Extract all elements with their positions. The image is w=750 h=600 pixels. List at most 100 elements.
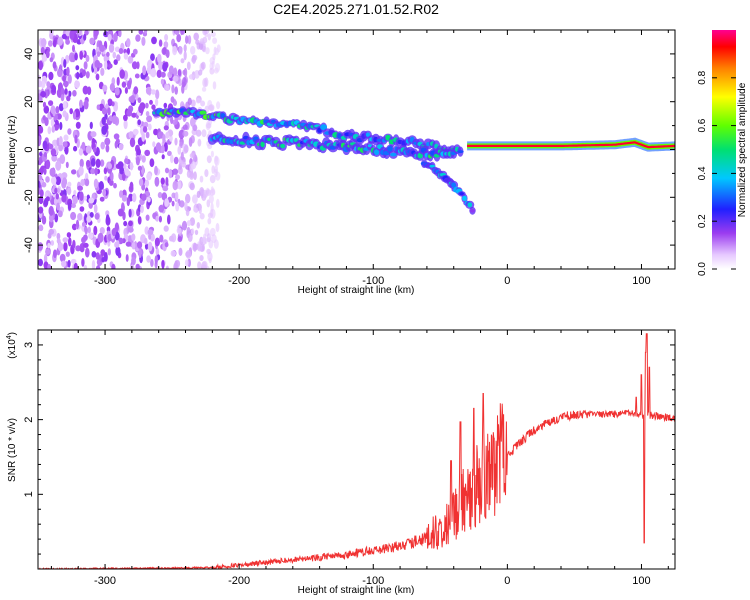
spectrogram-noise-cell — [128, 131, 134, 139]
spectrogram-noise-cell — [172, 119, 178, 125]
spectrogram-noise-cell — [41, 181, 47, 188]
spectrogram-noise-cell — [151, 36, 157, 45]
spectrogram-noise-cell — [201, 236, 207, 243]
spectrogram-noise-cell — [59, 121, 63, 131]
spectrogram-noise-cell — [85, 54, 90, 63]
spectrogram-noise-cell — [197, 261, 202, 269]
spectrogram-noise-cell — [124, 158, 129, 164]
spectrogram-noise-cell — [126, 47, 130, 55]
spectrogram-noise-cell — [76, 71, 80, 80]
spectrogram-noise-cell — [86, 215, 92, 223]
spectrogram-noise-cell — [134, 73, 140, 79]
spectrogram-noise-cell — [74, 80, 80, 89]
spectrogram-noise-cell — [147, 123, 152, 131]
spectrogram-noise-cell — [49, 57, 54, 63]
spectrogram-noise-cell — [115, 240, 120, 248]
spectrogram-noise-cell — [45, 176, 50, 183]
spectrogram-noise-cell — [95, 73, 100, 81]
spectrogram-noise-cell — [132, 128, 139, 135]
spectrogram-noise-cell — [96, 104, 101, 110]
spectrogram-noise-cell — [142, 65, 147, 76]
spectrogram-noise-cell — [72, 90, 77, 97]
spectrogram-noise-cell — [67, 202, 72, 211]
spectrogram-track-cell — [470, 209, 475, 213]
spectrogram-noise-cell — [57, 210, 63, 218]
spectrogram-noise-cell — [187, 97, 192, 106]
spectrogram-noise-cell — [115, 246, 121, 257]
spectrogram-track-cell — [467, 202, 473, 208]
spectrogram-noise-cell — [128, 208, 132, 218]
spectrogram-noise-cell — [198, 42, 204, 50]
spectrogram-noise-cell — [93, 225, 98, 236]
spectrogram-noise-cell — [158, 61, 164, 71]
spectrogram-noise-cell — [62, 237, 69, 243]
spectrogram-noise-cell — [41, 215, 47, 225]
spectrogram-noise-cell — [209, 67, 215, 75]
spectrogram-noise-cell — [84, 178, 90, 187]
spectrogram-noise-cell — [137, 97, 142, 103]
spectrogram-noise-cell — [140, 205, 144, 214]
spectrogram-noise-cell — [154, 176, 160, 187]
spectrogram-noise-cell — [65, 251, 70, 257]
spectrogram-noise-cell — [147, 241, 153, 252]
spectrogram-noise-cell — [156, 69, 162, 79]
spectrogram-noise-cell — [89, 212, 94, 218]
spectrogram-noise-cell — [165, 49, 170, 58]
spectrogram-noise-cell — [191, 55, 196, 64]
spectrogram-noise-cell — [163, 102, 168, 109]
spectrogram-noise-cell — [172, 168, 179, 175]
spectrogram-noise-cell — [104, 175, 108, 181]
spectrogram-noise-cell — [113, 32, 118, 42]
spectrogram-noise-cell — [143, 30, 148, 34]
spectrogram-noise-cell — [79, 191, 84, 201]
spectrogram-noise-cell — [187, 232, 193, 242]
spectrogram-noise-cell — [206, 233, 212, 243]
spectrogram-noise-cell — [173, 156, 179, 165]
spectrogram-noise-cell — [40, 38, 47, 47]
snr-panel: -300 -200 -100 0 100 1 2 3 Height of straight … — [6, 329, 676, 596]
spectrogram-noise-cell — [44, 191, 48, 198]
spectrogram-noise-cell — [145, 131, 150, 139]
spectrogram-noise-cell — [105, 144, 110, 153]
spectrogram-noise-cell — [123, 114, 128, 122]
spectrogram-noise-cell — [185, 250, 192, 259]
spectrogram-x-label: Height of straight line (km) — [298, 285, 415, 296]
spectrogram-noise-cell — [174, 30, 180, 36]
spectrogram-noise-cell — [157, 53, 162, 64]
spectrogram-noise-cell — [160, 71, 166, 78]
spectrogram-noise-cell — [182, 130, 189, 137]
spectrogram-noise-cell — [99, 196, 105, 202]
spectrogram-noise-cell — [79, 245, 85, 253]
spectrogram-noise-cell — [201, 260, 208, 269]
spectrogram-noise-cell — [214, 156, 220, 166]
colorbar-label: Normalized spectral amplitude — [737, 82, 748, 217]
spectrogram-noise-cell — [63, 134, 69, 141]
colorbar-gradient — [712, 30, 736, 269]
spectrogram-noise-cell — [116, 54, 121, 62]
spectrogram-noise-cell — [129, 137, 136, 148]
spectrogram-noise-cell — [69, 30, 75, 40]
colorbar: 0.0 0.2 0.4 0.6 0.8 Normalized spectral ampl… — [697, 30, 748, 276]
spectrogram-noise-cell — [144, 149, 151, 157]
spectrogram-noise-cell — [70, 258, 77, 264]
spectrogram-noise-cell — [111, 228, 117, 237]
spectrogram-noise-cell — [100, 249, 106, 256]
spectrogram-noise-cell — [135, 34, 141, 42]
spectrogram-noise-cell — [131, 242, 136, 250]
spectrogram-noise-cell — [144, 243, 149, 250]
spectrogram-noise-cell — [141, 132, 146, 142]
spectrogram-noise-cell — [50, 176, 57, 185]
spectrogram-y-ticks: -40 -20 0 20 40 — [23, 29, 675, 270]
spectrogram-noise-cell — [138, 104, 145, 114]
spectrogram-noise-cell — [63, 59, 67, 68]
spectrogram-noise-cell — [178, 247, 183, 256]
spectrogram-noise-cell — [121, 172, 126, 181]
spectrogram-noise-cell — [114, 46, 120, 53]
spectrogram-noise-cell — [155, 142, 162, 152]
spectrogram-noise-cell — [138, 30, 144, 35]
spectrogram-noise-cell — [172, 75, 179, 82]
snr-scale-exponent: 4 — [6, 335, 13, 339]
spectrogram-noise-cell — [130, 95, 136, 103]
spectrogram-noise-cell — [145, 102, 149, 109]
